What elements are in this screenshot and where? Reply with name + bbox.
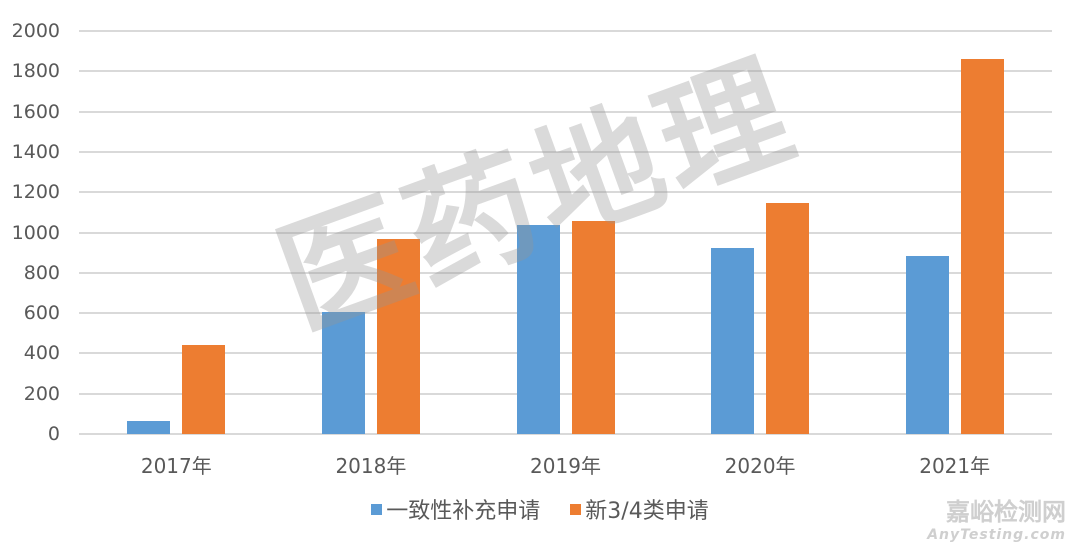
bar-3-0 — [711, 248, 755, 434]
bar-4-1 — [960, 59, 1004, 434]
y-tick-label: 1000 — [11, 221, 60, 244]
bar-2-0 — [516, 225, 560, 434]
bar-3-1 — [766, 202, 810, 434]
legend-swatch-icon — [570, 503, 582, 515]
gridline — [79, 312, 1052, 315]
y-tick-label: 400 — [23, 342, 60, 365]
y-tick-label: 1600 — [11, 100, 60, 123]
bar-1-0 — [321, 311, 365, 434]
legend-item-series-0: 一致性补充申请 — [371, 493, 540, 525]
y-tick-label: 1200 — [11, 181, 60, 204]
gridline — [79, 231, 1052, 234]
y-tick-label: 1400 — [11, 140, 60, 163]
legend-label: 一致性补充申请 — [386, 499, 541, 524]
bar-0-1 — [182, 345, 226, 434]
gridline — [79, 150, 1052, 153]
watermark-site-en: AnyTesting.com — [927, 527, 1066, 543]
gridline — [79, 110, 1052, 113]
gridline — [79, 392, 1052, 395]
legend-label: 新3/4类申请 — [585, 499, 709, 524]
y-tick-label: 1800 — [11, 60, 60, 83]
bar-4-0 — [905, 256, 949, 434]
x-tick-label: 2021年 — [919, 454, 991, 478]
y-tick-label: 600 — [23, 302, 60, 325]
y-tick-label: 2000 — [11, 20, 60, 42]
watermark-site: 嘉峪检测网 AnyTesting.com — [927, 492, 1066, 543]
gridline — [79, 271, 1052, 274]
watermark-site-cn: 嘉峪检测网 — [946, 498, 1066, 526]
legend-swatch-icon — [371, 503, 383, 515]
bar-0-0 — [127, 421, 171, 434]
x-tick-label: 2017年 — [140, 454, 212, 478]
gridline — [79, 30, 1052, 32]
y-tick-label: 200 — [23, 382, 60, 405]
legend: 一致性补充申请 新3/4类申请 — [0, 493, 1080, 525]
x-tick-label: 2019年 — [530, 454, 601, 478]
gridline — [79, 433, 1052, 435]
y-tick-label: 0 — [47, 423, 60, 445]
bar-2-1 — [571, 221, 615, 434]
x-tick-label: 2018年 — [335, 454, 407, 478]
gridline — [79, 70, 1052, 73]
x-tick-label: 2020年 — [724, 454, 796, 478]
gridline — [79, 352, 1052, 355]
y-tick-label: 800 — [23, 261, 60, 284]
bar-1-1 — [376, 238, 420, 434]
gridline — [79, 191, 1052, 194]
legend-item-series-1: 新3/4类申请 — [570, 493, 709, 525]
